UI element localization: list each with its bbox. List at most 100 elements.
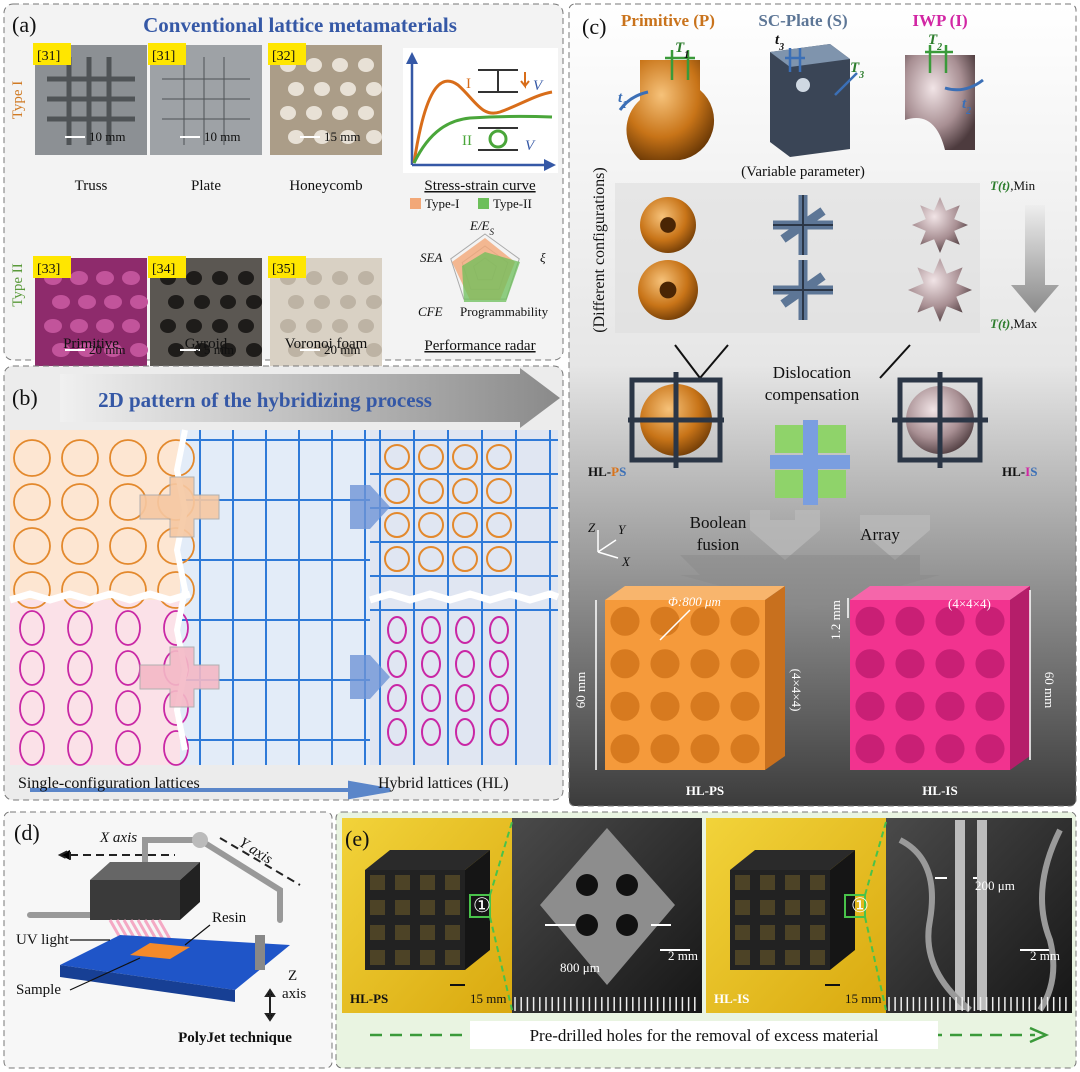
- lattice-cell: [130, 343, 148, 357]
- legend-swatch: [478, 198, 489, 209]
- unit-ring: [61, 439, 99, 477]
- coord-label: Y: [618, 522, 627, 537]
- printer-joint: [192, 832, 208, 848]
- hybrid-label: P: [611, 464, 619, 479]
- cube-cell: [760, 950, 775, 965]
- unit-lens: [421, 650, 441, 678]
- dimension: [618, 90, 649, 111]
- dimension-label: 60 mm: [573, 672, 588, 708]
- part-label: Resin: [212, 910, 247, 926]
- icon: [488, 129, 508, 149]
- micro-strut: [898, 828, 1063, 1013]
- unit-ring: [13, 527, 51, 565]
- hl-is-cube-pore: [855, 691, 885, 721]
- caption: Pre-drilled holes for the removal of exc…: [530, 1026, 879, 1045]
- hl-ps-cube-pore: [730, 606, 760, 636]
- micro-strut: [955, 820, 987, 1010]
- hl-is-cube: [1010, 586, 1030, 770]
- z-post: [255, 935, 265, 970]
- cube-cell: [370, 875, 385, 890]
- unit-lens: [67, 650, 93, 686]
- radar-plot: Type-I Type-II E/ES SEA ξ CFE Programmab…: [410, 196, 549, 319]
- hl-is-cube-pore: [975, 734, 1005, 764]
- part-label: Sample: [16, 982, 61, 998]
- unit-lens: [455, 718, 475, 746]
- unit-ring: [109, 439, 147, 477]
- unit-lens: [387, 650, 407, 678]
- hl-is-cube-pore: [935, 734, 965, 764]
- lattice-cell: [104, 295, 122, 309]
- radar-area: [462, 252, 520, 302]
- dimension: [665, 50, 695, 80]
- coord-axes: [597, 530, 619, 559]
- micro-hole: [576, 874, 598, 896]
- plate-config: [773, 260, 833, 320]
- step-label: Array: [860, 525, 900, 544]
- photo-art: [365, 820, 1067, 1013]
- hl-ps-cube-pore: [730, 649, 760, 679]
- range-label: T(t): [990, 178, 1010, 193]
- lattice-cell: [358, 271, 374, 285]
- unit-ring: [452, 444, 478, 470]
- cube-cell: [810, 900, 825, 915]
- lattice-cell: [340, 295, 356, 309]
- lattice-cell: [366, 82, 382, 96]
- dimension-label: T1: [675, 40, 689, 61]
- unit-ring: [452, 546, 478, 572]
- hl-ps-cube-pore: [690, 606, 720, 636]
- lattice-cell: [366, 130, 382, 144]
- axis: [410, 58, 552, 167]
- cube-cell: [445, 950, 460, 965]
- cube-photo: [730, 850, 855, 870]
- ref-badge: [268, 256, 306, 278]
- unit-name: IWP (I): [912, 11, 967, 30]
- lattice-cell: [96, 319, 114, 333]
- lattice-cell: [306, 271, 322, 285]
- unit-ring: [61, 571, 99, 609]
- plate-cell: [796, 78, 810, 92]
- cube-cell: [445, 925, 460, 940]
- lattice-cell: [168, 295, 184, 309]
- sample-name: HL-PS: [350, 991, 388, 1006]
- cube-cell: [420, 875, 435, 890]
- curve-label: I: [466, 76, 471, 92]
- lattice-cell: [52, 343, 70, 357]
- axis-note: (Different configurations): [591, 167, 608, 332]
- plot-bg: [403, 48, 558, 173]
- dimension-label: 3: [858, 70, 864, 81]
- cube-label: HL-PS: [686, 783, 724, 798]
- lattice-cell: [122, 319, 140, 333]
- ref-badge: [33, 43, 71, 65]
- cube-cell: [810, 925, 825, 940]
- axis-arrow: [264, 988, 276, 1022]
- ref-label: [33]: [37, 262, 60, 277]
- type-label: Type I: [10, 81, 26, 120]
- lattice-cell: [194, 343, 210, 357]
- unit-lens: [489, 650, 509, 678]
- ref-label: [31]: [37, 49, 60, 64]
- axis-arrow: [57, 848, 175, 862]
- lattice-cell: [160, 319, 176, 333]
- unit-ring: [157, 571, 195, 609]
- cube-cell: [810, 875, 825, 890]
- unit-lens: [67, 610, 93, 646]
- ref-label: [31]: [152, 49, 175, 64]
- lattice-cell: [212, 271, 228, 285]
- lattice-cell: [96, 271, 114, 285]
- unit-lens: [19, 610, 45, 646]
- cube-cell: [735, 900, 750, 915]
- radar-axis: Programmability: [460, 304, 549, 319]
- hl-ps-cube-pore: [730, 734, 760, 764]
- dimension-label: 800 μm: [560, 960, 600, 975]
- range-label: ,Min: [1010, 178, 1035, 193]
- lattice-cell: [288, 130, 304, 144]
- lattice-cell: [280, 319, 296, 333]
- unit-ring: [61, 483, 99, 521]
- unit-ring: [452, 478, 478, 504]
- dimension-label: t1: [618, 90, 627, 111]
- lattice-cell: [314, 343, 330, 357]
- unit-lens: [489, 684, 509, 712]
- lattice-cell: [358, 319, 374, 333]
- unit-ring: [486, 512, 512, 538]
- cube-cell: [735, 875, 750, 890]
